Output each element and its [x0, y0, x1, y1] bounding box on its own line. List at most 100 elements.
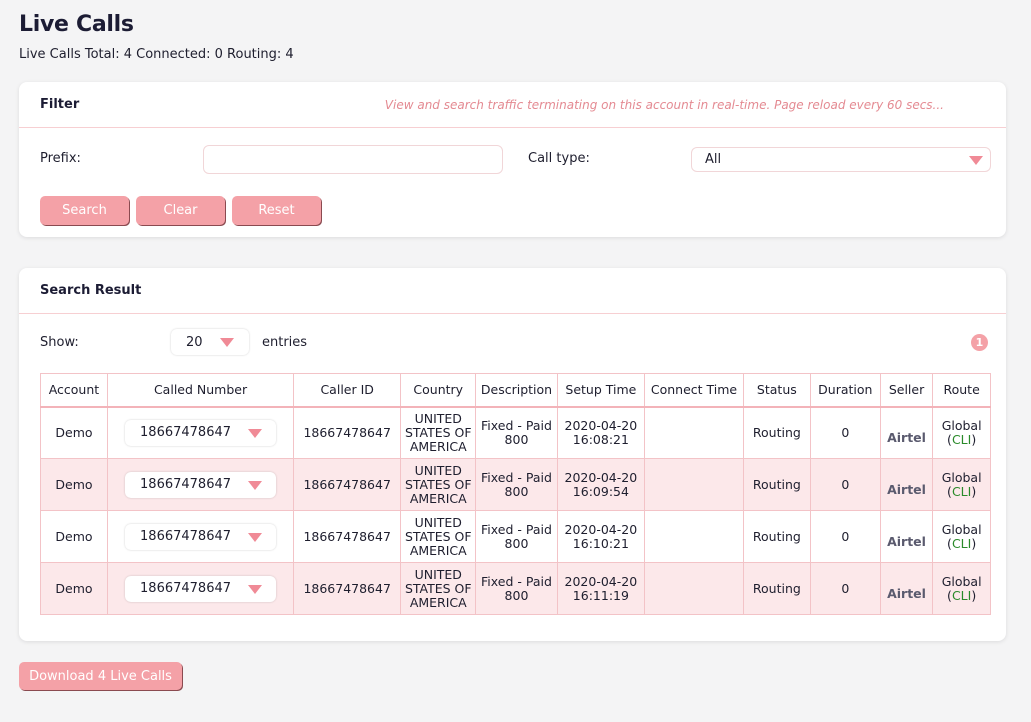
chevron-down-icon [248, 532, 263, 542]
called-number-cell: 18667478647 [106, 510, 295, 563]
country-cell: UNITED STATES OF AMERICA [400, 510, 477, 563]
entries-label: entries [262, 335, 308, 350]
column-header[interactable]: Route [932, 373, 991, 407]
filter-card: Filter View and search traffic terminati… [19, 82, 1006, 237]
status-cell: Routing [742, 406, 811, 459]
table-row: Demo 18667478647 18667478647 UNITED STAT… [40, 406, 991, 459]
route-tag: CLI [951, 535, 972, 551]
called-number-cell: 18667478647 [106, 458, 295, 511]
chevron-down-icon [248, 584, 263, 594]
route-name: Global [941, 417, 982, 433]
called-number-value: 18667478647 [140, 528, 232, 544]
description-cell: Fixed - Paid 800 [475, 458, 558, 511]
caller-id-cell: 18667478647 [293, 406, 402, 459]
country-cell: UNITED STATES OF AMERICA [400, 562, 477, 615]
column-header[interactable]: Status [742, 373, 811, 407]
route-tag: CLI [951, 587, 972, 603]
seller-cell: Airtel [879, 406, 934, 459]
called-number-value: 18667478647 [140, 476, 232, 492]
filter-note: View and search traffic terminating on t… [384, 97, 944, 112]
download-live-calls-button[interactable]: Download 4 Live Calls [19, 662, 182, 690]
description-cell: Fixed - Paid 800 [475, 562, 558, 615]
seller-name: Airtel [887, 533, 926, 549]
duration-cell: 0 [809, 406, 881, 459]
column-header[interactable]: Description [475, 373, 558, 407]
called-number-select[interactable]: 18667478647 [125, 575, 277, 602]
caller-id-cell: 18667478647 [293, 510, 402, 563]
setup-time-cell: 2020-04-20 16:11:19 [556, 562, 646, 615]
search-button[interactable]: Search [40, 196, 129, 225]
table-header-row: Account Called Number Caller ID Country … [40, 373, 991, 407]
page-size-value: 20 [186, 334, 203, 350]
column-header[interactable]: Connect Time [644, 373, 744, 407]
setup-time-cell: 2020-04-20 16:08:21 [556, 406, 646, 459]
connect-time-cell [644, 406, 744, 459]
call-type-value: All [705, 152, 722, 167]
called-number-select[interactable]: 18667478647 [125, 471, 277, 498]
country-cell: UNITED STATES OF AMERICA [400, 458, 477, 511]
page-number-badge[interactable]: 1 [971, 334, 988, 351]
column-header[interactable]: Duration [809, 373, 881, 407]
called-number-select[interactable]: 18667478647 [125, 523, 277, 550]
caller-id-cell: 18667478647 [293, 458, 402, 511]
column-header[interactable]: Account [40, 373, 108, 407]
filter-card-header: Filter View and search traffic terminati… [19, 82, 1006, 128]
connect-time-cell [644, 458, 744, 511]
duration-cell: 0 [809, 458, 881, 511]
route-name: Global [941, 573, 982, 589]
prefix-input[interactable] [203, 145, 503, 174]
search-result-title: Search Result [40, 283, 142, 298]
column-header[interactable]: Seller [879, 373, 934, 407]
column-header[interactable]: Country [400, 373, 477, 407]
account-cell: Demo [40, 458, 108, 511]
caller-id-cell: 18667478647 [293, 562, 402, 615]
search-result-card: Search Result Show: 20 entries 1 Account… [19, 268, 1006, 641]
chevron-down-icon [220, 338, 234, 347]
connect-time-cell [644, 510, 744, 563]
route-cell: Global (CLI) [932, 458, 991, 511]
column-header[interactable]: Called Number [106, 373, 295, 407]
duration-cell: 0 [809, 510, 881, 563]
page-size-select[interactable]: 20 [171, 329, 249, 355]
prefix-label: Prefix: [40, 151, 81, 166]
route-cell: Global (CLI) [932, 406, 991, 459]
clear-button[interactable]: Clear [136, 196, 225, 225]
column-header[interactable]: Setup Time [556, 373, 646, 407]
live-calls-summary: Live Calls Total: 4 Connected: 0 Routing… [19, 47, 294, 62]
called-number-select[interactable]: 18667478647 [125, 419, 277, 446]
column-header[interactable]: Caller ID [293, 373, 402, 407]
account-cell: Demo [40, 406, 108, 459]
table-row: Demo 18667478647 18667478647 UNITED STAT… [40, 562, 991, 615]
call-type-select[interactable]: All [691, 147, 991, 172]
table-row: Demo 18667478647 18667478647 UNITED STAT… [40, 510, 991, 563]
status-cell: Routing [742, 510, 811, 563]
seller-name: Airtel [887, 481, 926, 497]
called-number-value: 18667478647 [140, 580, 232, 596]
chevron-down-icon [248, 428, 263, 438]
setup-time-cell: 2020-04-20 16:10:21 [556, 510, 646, 563]
seller-name: Airtel [887, 429, 926, 445]
account-cell: Demo [40, 510, 108, 563]
route-name: Global [941, 469, 982, 485]
filter-title: Filter [40, 97, 80, 112]
called-number-value: 18667478647 [140, 424, 232, 440]
duration-cell: 0 [809, 562, 881, 615]
seller-name: Airtel [887, 585, 926, 601]
description-cell: Fixed - Paid 800 [475, 510, 558, 563]
reset-button[interactable]: Reset [232, 196, 321, 225]
seller-cell: Airtel [879, 510, 934, 563]
live-calls-table: Account Called Number Caller ID Country … [40, 373, 991, 615]
call-type-label: Call type: [528, 151, 590, 166]
called-number-cell: 18667478647 [106, 406, 295, 459]
route-cell: Global (CLI) [932, 562, 991, 615]
route-tag: CLI [951, 431, 972, 447]
country-cell: UNITED STATES OF AMERICA [400, 406, 477, 459]
search-result-header: Search Result [19, 268, 1006, 314]
called-number-cell: 18667478647 [106, 562, 295, 615]
show-label: Show: [40, 335, 79, 350]
seller-cell: Airtel [879, 562, 934, 615]
status-cell: Routing [742, 562, 811, 615]
chevron-down-icon [248, 480, 263, 490]
page-title: Live Calls [19, 12, 134, 37]
route-name: Global [941, 521, 982, 537]
